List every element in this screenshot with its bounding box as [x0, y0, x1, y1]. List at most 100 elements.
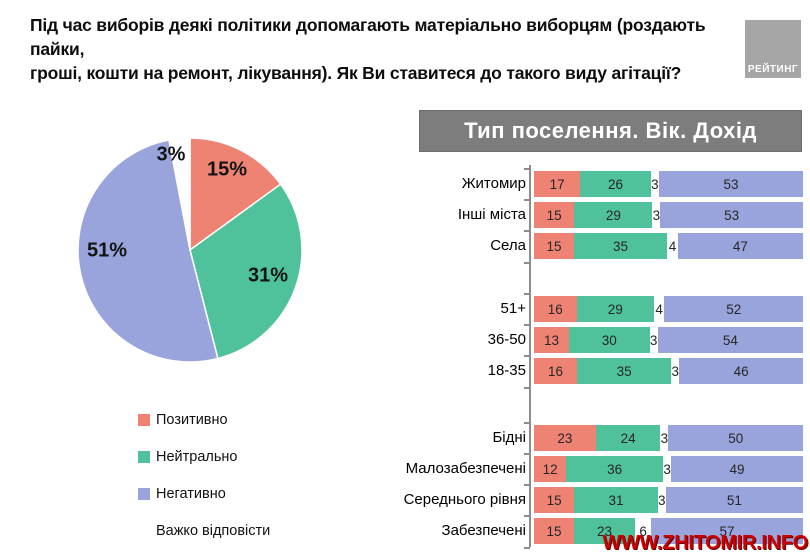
pie-slice-3: [168, 137, 191, 251]
bar-segment-neutral: 29: [574, 202, 653, 228]
legend-swatch: [138, 524, 150, 537]
axis-tick: [524, 293, 530, 295]
bar-row-label: Бідні: [492, 429, 526, 446]
bar-segment-negative: 46: [679, 358, 803, 384]
legend-item: Нейтрально: [138, 438, 270, 475]
axis-tick: [524, 453, 530, 455]
bar-segment-negative: 51: [665, 487, 803, 513]
axis-tick: [524, 355, 530, 357]
bar-segment-neutral: 29: [576, 296, 654, 322]
bar-segment-undecided: 3: [663, 456, 672, 482]
axis-tick: [524, 387, 530, 389]
page-title: Під час виборів деякі політики допомагаю…: [30, 15, 706, 83]
bar-row-label: 36-50: [487, 331, 526, 348]
bar-row: 15 29 3 53: [534, 202, 803, 228]
bar-segment-undecided: 3: [649, 327, 658, 353]
pie-slice-0: [189, 137, 282, 252]
legend-item: Важко відповісти: [138, 512, 270, 549]
bar-segment-undecided: 6: [635, 518, 652, 544]
axis-tick: [524, 484, 530, 486]
bar-segment-positive: 13: [534, 327, 569, 353]
pie-slice-1: [189, 183, 303, 360]
bar-segment-positive: 15: [534, 487, 575, 513]
legend-swatch: [138, 450, 150, 463]
bar-row-label: Житомир: [461, 175, 526, 192]
bar-segment-positive: 17: [534, 171, 581, 197]
bar-row-label: 51+: [500, 300, 526, 317]
axis-tick: [524, 262, 530, 264]
axis-tick: [524, 230, 530, 232]
bar-row-label: 18-35: [487, 362, 526, 379]
bar-row-label: Забезпечені: [441, 522, 526, 539]
bar-segment-negative: 54: [657, 327, 803, 353]
bar-chart-header: Тип поселення. Вік. Дохід: [419, 110, 802, 152]
bar-segment-neutral: 35: [577, 358, 672, 384]
bar-row: 15 31 3 51: [534, 487, 803, 513]
axis-tick: [524, 168, 530, 170]
axis-tick: [524, 324, 530, 326]
bar-segment-positive: 23: [534, 425, 596, 451]
bar-segment-undecided: 4: [653, 296, 665, 322]
bar-segment-positive: 15: [534, 202, 575, 228]
watermark: WWW.ZHITOMIR.INFO: [602, 532, 808, 554]
legend-item: Негативно: [138, 475, 270, 512]
pie-legend: Позитивно Нейтрально Негативно Важко відпов…: [138, 401, 270, 549]
legend-label: Позитивно: [156, 411, 228, 428]
bar-segment-undecided: 3: [650, 171, 659, 197]
bar-segment-undecided: 3: [657, 487, 666, 513]
bar-segment-undecided: 3: [660, 425, 669, 451]
rating-logo: РЕЙТИНГ: [745, 20, 801, 78]
pie-chart: [76, 136, 304, 364]
bar-chart-header-text: Тип поселення. Вік. Дохід: [464, 118, 757, 143]
legend-label: Важко відповісти: [156, 522, 271, 539]
bar-segment-negative: 49: [671, 456, 803, 482]
bar-row: 15 35 4 47: [534, 233, 803, 259]
bar-row: 12 36 3 49: [534, 456, 803, 482]
legend-swatch: [138, 487, 150, 500]
legend-swatch: [138, 413, 150, 426]
axis-tick: [524, 422, 530, 424]
bar-row: 16 35 3 46: [534, 358, 803, 384]
bar-segment-neutral: 36: [566, 456, 664, 482]
bar-segment-positive: 15: [534, 233, 574, 259]
bar-segment-negative: 57: [651, 518, 803, 544]
axis-tick: [524, 199, 530, 201]
axis-tick: [524, 515, 530, 517]
bar-segment-negative: 50: [668, 425, 803, 451]
bar-row-label: Малозабезпечені: [405, 460, 526, 477]
bar-segment-neutral: 30: [568, 327, 650, 353]
bar-segment-undecided: 4: [667, 233, 678, 259]
bar-segment-undecided: 3: [671, 358, 680, 384]
bar-row-label: Інші міста: [457, 206, 526, 223]
bar-segment-neutral: 26: [580, 171, 651, 197]
bar-row: 13 30 3 54: [534, 327, 803, 353]
bar-segment-positive: 12: [534, 456, 567, 482]
bar-row: 16 29 4 52: [534, 296, 803, 322]
bar-segment-positive: 16: [534, 296, 577, 322]
bar-segment-negative: 53: [658, 171, 803, 197]
pie-slice-2: [77, 139, 219, 363]
bar-segment-neutral: 35: [573, 233, 668, 259]
legend-label: Нейтрально: [156, 448, 238, 465]
bar-segment-positive: 15: [534, 518, 574, 544]
bar-segment-undecided: 3: [652, 202, 661, 228]
rating-logo-text: РЕЙТИНГ: [747, 64, 799, 75]
bar-row: 23 24 3 50: [534, 425, 803, 451]
pie-data-label: 3%: [156, 143, 186, 166]
bar-row: 15 23 6 57: [534, 518, 803, 544]
legend-item: Позитивно: [138, 401, 270, 438]
category-axis: [529, 165, 531, 547]
bar-segment-negative: 47: [677, 233, 803, 259]
pie-data-label: 51%: [86, 239, 128, 262]
bar-row: 17 26 3 53: [534, 171, 803, 197]
bar-segment-neutral: 31: [574, 487, 658, 513]
bar-segment-positive: 16: [534, 358, 578, 384]
pie-data-label: 15%: [206, 158, 248, 181]
axis-tick: [524, 547, 530, 549]
legend-label: Негативно: [156, 485, 226, 502]
pie-data-label: 31%: [247, 264, 289, 287]
pie-svg: [77, 137, 303, 363]
bar-segment-neutral: 24: [595, 425, 661, 451]
bar-row-label: Села: [490, 237, 526, 254]
